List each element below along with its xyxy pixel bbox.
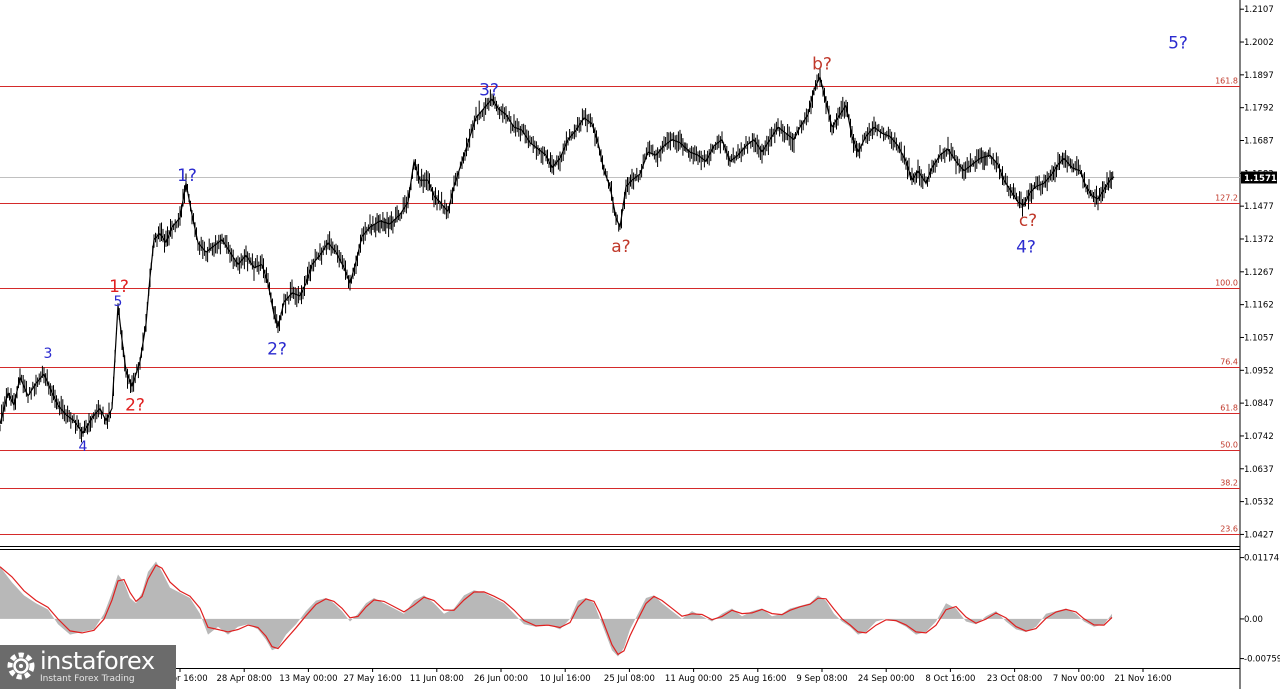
oscillator-axis-tick-label: -0.00759 bbox=[1244, 655, 1280, 665]
oscillator-signal-line bbox=[0, 564, 1113, 656]
wave-label: b? bbox=[812, 55, 832, 75]
time-axis-tick-label: 25 Aug 16:00 bbox=[729, 674, 786, 684]
price-axis-tick-label: 1.1792 bbox=[1244, 104, 1274, 114]
time-axis-tick-label: 23 Oct 08:00 bbox=[987, 674, 1042, 684]
time-axis-tick-label: 10 Jul 16:00 bbox=[540, 674, 591, 684]
gear-logo-icon bbox=[7, 652, 35, 680]
price-axis-tick-label: 1.1162 bbox=[1244, 301, 1274, 311]
price-axis-tick-label: 1.0532 bbox=[1244, 498, 1274, 508]
wave-label: 3? bbox=[479, 80, 499, 100]
fib-level-label: 50.0 bbox=[1220, 441, 1238, 450]
watermark-brand: instaforex bbox=[40, 647, 155, 675]
price-axis-tick-label: 1.0847 bbox=[1244, 399, 1274, 409]
fib-level-label: 161.8 bbox=[1215, 77, 1238, 86]
wave-label: a? bbox=[611, 237, 630, 257]
time-axis-tick-label: 28 Apr 08:00 bbox=[216, 674, 271, 684]
fib-level-label: 76.4 bbox=[1220, 358, 1238, 367]
price-axis-tick-label: 1.0637 bbox=[1244, 465, 1274, 475]
wave-label: 1? bbox=[177, 166, 197, 186]
price-axis-tick-label: 1.1372 bbox=[1244, 235, 1274, 245]
price-axis-tick-label: 1.2107 bbox=[1244, 5, 1274, 15]
time-axis-tick-label: 21 Nov 16:00 bbox=[1114, 674, 1171, 684]
instaforex-watermark: instaforex Instant Forex Trading bbox=[0, 645, 176, 689]
time-axis-tick-label: 25 Jul 08:00 bbox=[604, 674, 655, 684]
price-axis-tick-label: 1.0952 bbox=[1244, 366, 1274, 376]
wave-label: 5 bbox=[114, 294, 123, 310]
fib-level-label: 23.6 bbox=[1220, 525, 1238, 534]
price-axis-tick-label: 1.1057 bbox=[1244, 333, 1274, 343]
fib-level-label: 38.2 bbox=[1220, 479, 1238, 488]
price-axis-tick-label: 1.1267 bbox=[1244, 268, 1274, 278]
price-axis-tick-label: 1.1687 bbox=[1244, 137, 1274, 147]
fib-level-label: 100.0 bbox=[1215, 279, 1238, 288]
time-axis-tick-label: 27 May 16:00 bbox=[343, 674, 401, 684]
time-axis-tick-label: 11 Jun 08:00 bbox=[410, 674, 464, 684]
wave-label: 3 bbox=[44, 346, 53, 362]
price-axis-tick-label: 1.1897 bbox=[1244, 71, 1274, 81]
time-axis-tick-label: 8 Oct 16:00 bbox=[925, 674, 975, 684]
current-price-label: 1.1571 bbox=[1244, 174, 1277, 184]
price-axis-tick-label: 1.2002 bbox=[1244, 38, 1274, 48]
price-axis-tick-label: 1.1477 bbox=[1244, 202, 1274, 212]
wave-label: 2? bbox=[125, 396, 145, 416]
wave-label: 4? bbox=[1016, 238, 1036, 258]
time-axis-tick-label: 24 Sep 00:00 bbox=[858, 674, 915, 684]
oscillator-histogram-area bbox=[0, 561, 1112, 657]
price-series-line bbox=[0, 76, 1115, 434]
fib-level-label: 127.2 bbox=[1215, 194, 1238, 203]
time-axis-tick-label: 13 May 00:00 bbox=[279, 674, 337, 684]
time-axis-tick-label: 7 Nov 00:00 bbox=[1053, 674, 1105, 684]
wave-label: c? bbox=[1019, 211, 1037, 231]
price-axis-tick-label: 1.0427 bbox=[1244, 530, 1274, 540]
time-axis-tick-label: 26 Jun 00:00 bbox=[474, 674, 528, 684]
current-price-badge bbox=[1241, 171, 1277, 184]
oscillator-axis-tick-label: 0.00 bbox=[1244, 615, 1263, 625]
fib-level-label: 61.8 bbox=[1220, 404, 1238, 413]
time-axis-tick-label: 9 Sep 08:00 bbox=[796, 674, 847, 684]
price-axis-tick-label: 1.0742 bbox=[1244, 432, 1274, 442]
oscillator-axis-tick-label: 0.01174 bbox=[1244, 554, 1279, 564]
time-axis-tick-label: 11 Apr 16:00 bbox=[152, 674, 207, 684]
time-axis-tick-label: 11 Aug 00:00 bbox=[665, 674, 722, 684]
watermark-tagline: Instant Forex Trading bbox=[40, 674, 135, 684]
wave-label: 4 bbox=[79, 439, 88, 455]
wave-label: 1? bbox=[109, 277, 129, 297]
wave-label: 5? bbox=[1168, 33, 1188, 53]
wave-label: 2? bbox=[267, 339, 287, 359]
